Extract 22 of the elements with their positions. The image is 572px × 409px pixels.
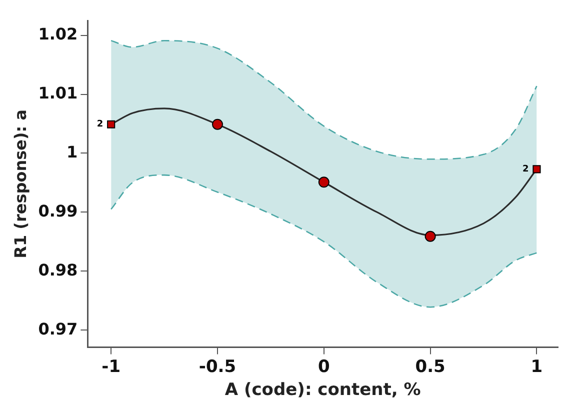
x-tick-label: -0.5	[198, 356, 236, 377]
y-tick-label: 0.97	[38, 319, 78, 338]
x-tick-label: 1	[530, 356, 543, 377]
point	[212, 118, 223, 130]
line-series	[110, 40, 538, 160]
y-tick-label: 1	[66, 142, 78, 162]
point	[532, 165, 541, 174]
y-tick-label: 0.98	[38, 260, 78, 280]
y-tick-label: 1.02	[38, 24, 78, 44]
point	[318, 176, 330, 188]
y-tick-label: 1.01	[38, 83, 78, 102]
x-tick-label: 0	[318, 356, 330, 377]
point	[424, 230, 436, 242]
annotation: 2	[96, 120, 104, 130]
point	[107, 120, 116, 128]
y-tick-label: 0.99	[38, 201, 78, 220]
annotation: 2	[522, 164, 529, 175]
x-tick-label: 0.5	[415, 356, 446, 377]
x-tick-label: -1	[102, 356, 121, 377]
x-axis-title: A (code): content, %	[224, 380, 421, 400]
line-series	[110, 174, 538, 308]
y-axis-title: R1 (response): a	[10, 109, 30, 258]
